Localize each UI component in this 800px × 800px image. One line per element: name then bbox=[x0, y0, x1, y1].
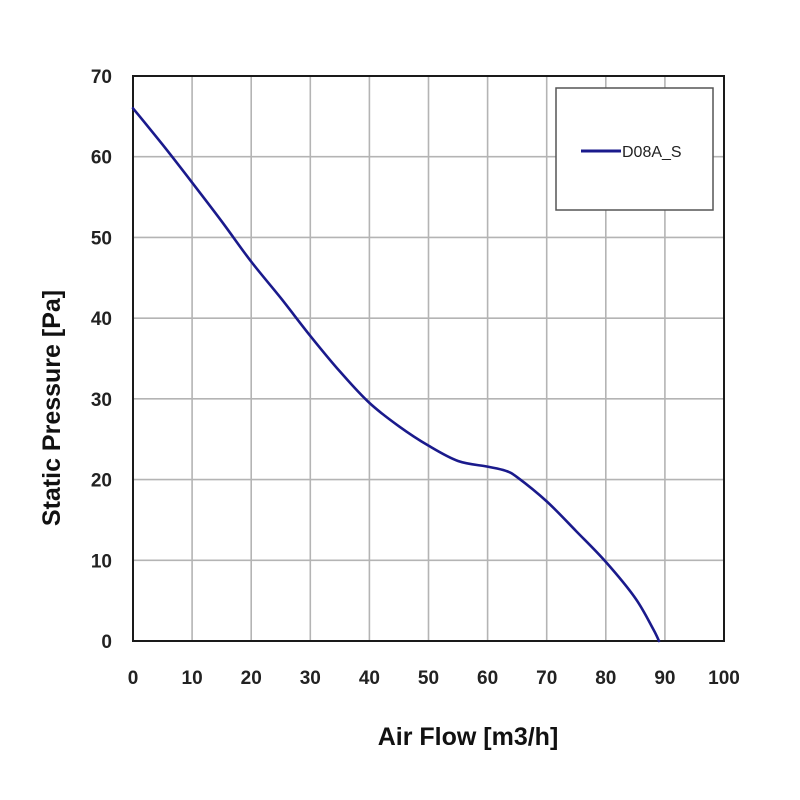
x-tick-label: 100 bbox=[708, 668, 740, 689]
x-tick-label: 20 bbox=[241, 668, 262, 689]
x-tick-label: 10 bbox=[182, 668, 203, 689]
x-axis-title: Air Flow [m3/h] bbox=[378, 723, 559, 751]
x-tick-label: 70 bbox=[536, 668, 557, 689]
x-tick-label: 80 bbox=[595, 668, 616, 689]
y-tick-label: 0 bbox=[101, 632, 112, 653]
x-tick-label: 50 bbox=[418, 668, 439, 689]
y-tick-label: 30 bbox=[91, 390, 112, 411]
x-tick-label: 30 bbox=[300, 668, 321, 689]
series-layer bbox=[131, 106, 661, 643]
y-tick-label: 10 bbox=[91, 551, 112, 572]
y-tick-label: 20 bbox=[91, 471, 112, 492]
legend: D08A_S bbox=[555, 87, 714, 211]
y-tick-label: 40 bbox=[91, 309, 112, 330]
x-tick-label: 90 bbox=[654, 668, 675, 689]
x-tick-label: 60 bbox=[477, 668, 498, 689]
legend-box bbox=[555, 87, 714, 211]
series-line-d08a-s bbox=[131, 106, 661, 643]
y-tick-label: 70 bbox=[91, 67, 112, 88]
plot-area-frame bbox=[132, 75, 725, 642]
y-tick-label: 60 bbox=[91, 148, 112, 169]
x-tick-label: 0 bbox=[128, 668, 139, 689]
tick-labels: 0 10 20 30 40 50 60 70 80 90 100 0 10 20 30 40 50 60 70 bbox=[91, 67, 740, 689]
y-tick-label: 50 bbox=[91, 228, 112, 249]
legend-label: D08A_S bbox=[622, 144, 682, 161]
y-axis-title: Static Pressure [Pa] bbox=[38, 290, 66, 526]
x-tick-label: 40 bbox=[359, 668, 380, 689]
